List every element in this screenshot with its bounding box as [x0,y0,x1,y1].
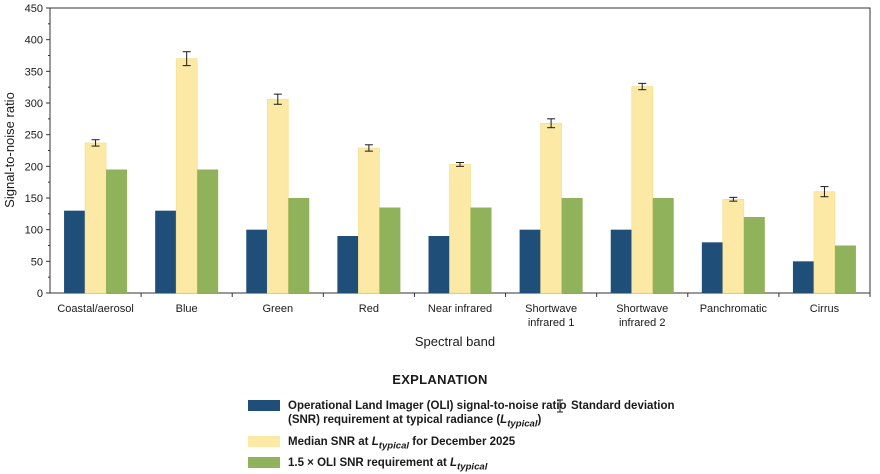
legend-swatch-oli-1-5x [248,457,280,468]
x-tick-label: Coastal/aerosol [57,303,133,315]
chart-labels: 0 50 100 150 200 250 300 350 400 450 Coastal/aeros… [25,3,840,329]
legend-label-oli-1-5x: 1.5 × OLI SNR requirement at Ltypical [288,457,488,473]
legend-label-median-snr: Median SNR at Ltypical for December 2025 [288,436,516,452]
bar-oli_req [428,236,450,293]
bar-oli_req [155,210,177,293]
chart-bars [64,51,856,294]
bar-oli_15 [379,207,401,293]
y-tick-label: 300 [25,98,43,110]
legend-item-standard-deviation: Standard deviation [555,399,675,413]
bar-oli_req [246,229,268,293]
bar-median [84,142,107,294]
bar-oli_req [792,261,814,293]
bar-median [175,58,198,294]
l-typical-symbol: Ltypical [450,457,488,473]
bar-oli_15 [106,169,128,293]
bar-oli_req [337,236,359,293]
error-bar-icon [557,399,563,413]
legend-swatch-median-snr [248,436,280,447]
bar-median [540,122,562,294]
y-axis-title: Signal-to-noise ratio [2,92,17,208]
bar-oli_15 [288,198,310,293]
bar-oli_15 [652,198,674,293]
legend-swatch-oli-requirement [248,400,280,411]
l-typical-symbol: Ltypical [500,414,538,430]
legend-item-oli-1-5x: 1.5 × OLI SNR requirement at Ltypical [248,456,487,474]
x-tick-label: Shortwave infrared 1 [525,303,577,329]
legend-item-median-snr: Median SNR at Ltypical for December 2025 [248,435,515,453]
bar-oli_req [519,229,541,293]
y-tick-label: 0 [37,288,43,300]
y-tick-label: 400 [25,35,43,47]
bar-oli_15 [834,245,856,293]
legend-title: EXPLANATION [392,372,488,387]
bar-median [722,198,745,294]
legend-label-oli-requirement: Operational Land Imager (OLI) signal-to-… [288,400,567,430]
legend-label-standard-deviation: Standard deviation [571,400,675,412]
legend-item-oli-requirement: Operational Land Imager (OLI) signal-to-… [248,399,567,431]
y-tick-label: 350 [25,66,43,78]
x-tick-label: Red [359,303,379,315]
bar-oli_req [64,210,86,293]
y-tick-label: 200 [25,161,43,173]
x-tick-label: Near infrared [428,303,492,315]
x-tick-label: Blue [176,303,198,315]
bar-median [813,191,836,294]
x-axis-title: Spectral band [415,334,495,349]
bar-oli_req [701,242,723,293]
bar-oli_15 [470,207,492,293]
l-typical-symbol: Ltypical [371,436,410,452]
x-tick-label: Shortwave infrared 2 [616,303,668,329]
bar-median [358,147,380,294]
bar-median [449,164,471,294]
bar-oli_15 [197,169,219,293]
bar-median [266,98,289,294]
y-tick-label: 450 [25,3,43,15]
bar-oli_req [610,229,632,293]
x-tick-label: Cirrus [810,303,840,315]
bar-median [631,86,654,294]
y-tick-label: 150 [25,193,43,205]
x-tick-label: Green [262,303,293,315]
y-tick-label: 250 [25,130,43,142]
bar-oli_15 [561,198,583,293]
y-tick-label: 50 [31,256,43,268]
x-tick-label: Panchromatic [700,303,768,315]
bar-oli_15 [743,217,765,293]
y-tick-label: 100 [25,225,43,237]
bar-chart: 0 50 100 150 200 250 300 350 400 450 Coastal/aeros… [2,3,871,349]
